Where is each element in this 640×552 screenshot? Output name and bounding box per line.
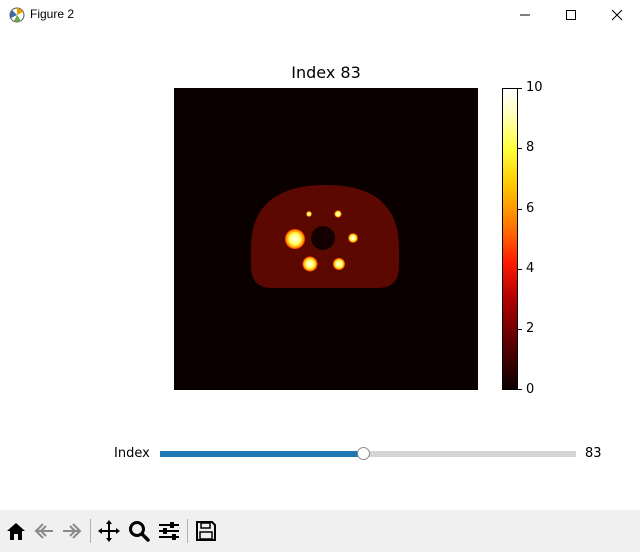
slider-value: 83 — [585, 446, 602, 461]
toolbar-separator — [90, 519, 91, 543]
phantom-slice-image — [174, 88, 478, 390]
cold-insert — [311, 226, 335, 250]
home-icon — [7, 523, 25, 540]
hot-sphere — [334, 210, 342, 218]
navigation-toolbar — [0, 510, 640, 552]
configure-subplots-button[interactable] — [156, 518, 182, 544]
hot-sphere — [306, 211, 312, 217]
colorbar-tick — [518, 269, 522, 270]
maximize-icon — [566, 10, 576, 20]
minimize-icon — [520, 14, 530, 16]
configure-subplots-icon — [159, 522, 179, 540]
forward-icon — [63, 523, 82, 539]
colorbar-tick-label: 6 — [526, 201, 535, 216]
home-button[interactable] — [3, 518, 29, 544]
colorbar-tick-label: 2 — [526, 321, 535, 336]
zoom-button[interactable] — [126, 518, 152, 544]
hot-sphere — [348, 233, 358, 243]
back-button[interactable] — [31, 518, 57, 544]
pan-button[interactable] — [96, 518, 122, 544]
colorbar-tick-label: 0 — [526, 382, 535, 397]
colorbar-tick — [518, 88, 522, 89]
toolbar-separator — [187, 519, 188, 543]
minimize-button[interactable] — [502, 0, 548, 30]
colorbar-tick — [518, 148, 522, 149]
close-icon — [611, 9, 623, 21]
title-bar: Figure 2 — [0, 0, 640, 30]
matplotlib-figure-icon — [9, 7, 25, 23]
save-button[interactable] — [193, 518, 219, 544]
colorbar-tick-label: 4 — [526, 261, 535, 276]
slider-label: Index — [114, 446, 150, 461]
colorbar-tick — [518, 329, 522, 330]
plot-title: Index 83 — [291, 63, 361, 82]
hot-sphere — [333, 258, 345, 270]
slider-fill[interactable] — [160, 451, 364, 457]
hot-sphere — [302, 256, 318, 272]
forward-button[interactable] — [59, 518, 85, 544]
back-icon — [34, 523, 53, 539]
zoom-icon — [129, 521, 150, 542]
close-button[interactable] — [594, 0, 640, 30]
hot-sphere — [285, 229, 305, 249]
image-plot[interactable] — [174, 88, 478, 390]
colorbar-tick-label: 10 — [526, 80, 543, 95]
window-title: Figure 2 — [30, 7, 75, 21]
save-icon — [196, 521, 216, 541]
slider-handle[interactable] — [357, 447, 371, 460]
colorbar-tick — [518, 209, 522, 210]
colorbar — [502, 88, 518, 390]
colorbar-tick — [518, 389, 522, 390]
maximize-button[interactable] — [548, 0, 594, 30]
pan-icon — [98, 520, 120, 542]
colorbar-tick-label: 8 — [526, 140, 535, 155]
